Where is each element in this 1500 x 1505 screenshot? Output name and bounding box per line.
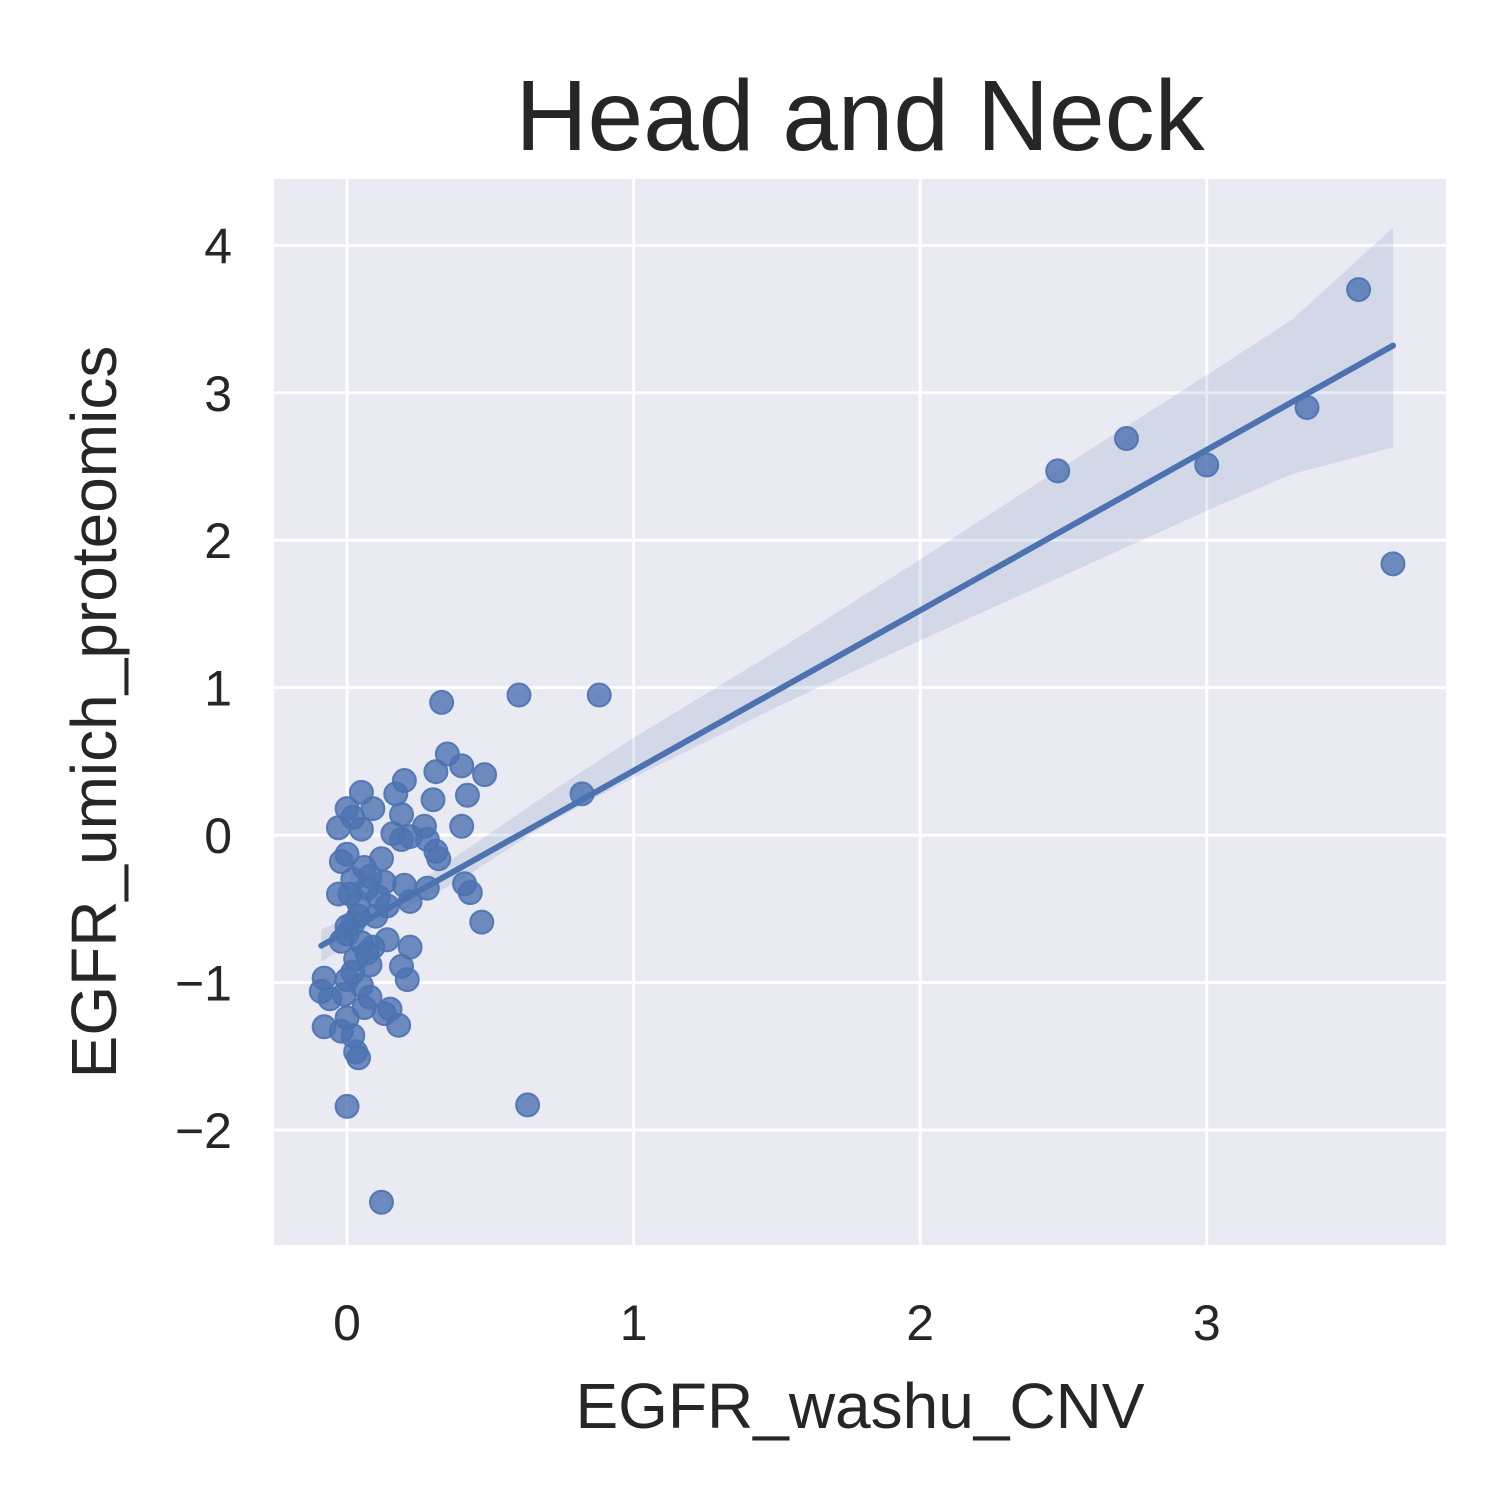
data-point [472, 762, 498, 788]
data-point [351, 995, 377, 1021]
data-point [469, 909, 495, 935]
x-tick-label: 1 [620, 1295, 648, 1351]
y-tick-label: 2 [204, 513, 232, 569]
data-point [366, 884, 392, 910]
data-point [389, 827, 415, 853]
y-tick-label: 0 [204, 808, 232, 864]
x-tick-label: 2 [906, 1295, 934, 1351]
scatter-points [308, 277, 1406, 1215]
data-point [394, 967, 420, 993]
data-point [1113, 425, 1139, 451]
y-tick-label: 3 [204, 366, 232, 422]
data-point [334, 1093, 360, 1119]
y-tick-label: 4 [204, 218, 232, 274]
data-point [360, 934, 386, 960]
x-axis-label: EGFR_washu_CNV [575, 1370, 1144, 1442]
data-point [346, 1045, 372, 1071]
data-point [449, 753, 475, 779]
data-point [383, 781, 409, 807]
data-point [420, 787, 446, 813]
data-point [368, 1189, 394, 1215]
data-point [1380, 551, 1406, 577]
data-point [328, 849, 354, 875]
plot-background [274, 179, 1446, 1245]
data-point [506, 682, 532, 708]
confidence-band [321, 227, 1393, 962]
data-point [449, 813, 475, 839]
data-point [457, 880, 483, 906]
confidence-band-area [321, 227, 1393, 962]
x-tick-label: 0 [333, 1295, 361, 1351]
grid-lines [274, 179, 1446, 1245]
regression-line-group [318, 342, 1396, 949]
data-point [586, 682, 612, 708]
data-point [1194, 452, 1220, 478]
y-axis-label: EGFR_umich_proteomics [58, 346, 130, 1079]
y-tick-label: −2 [175, 1103, 232, 1159]
data-point [1045, 458, 1071, 484]
data-point [348, 816, 374, 842]
chart-title: Head and Neck [515, 60, 1205, 172]
data-point [454, 782, 480, 808]
y-tick-label: −1 [175, 956, 232, 1012]
data-point [423, 759, 449, 785]
data-point [426, 846, 452, 872]
regression-line [318, 342, 1396, 949]
data-point [386, 1012, 412, 1038]
x-tick-label: 3 [1193, 1295, 1221, 1351]
y-tick-labels: −2 −1 0 1 2 3 4 [175, 218, 232, 1159]
data-point [1346, 277, 1372, 303]
y-tick-label: 1 [204, 661, 232, 717]
data-point [429, 689, 455, 715]
data-point [515, 1092, 541, 1118]
x-tick-labels: 0 1 2 3 [333, 1295, 1220, 1351]
